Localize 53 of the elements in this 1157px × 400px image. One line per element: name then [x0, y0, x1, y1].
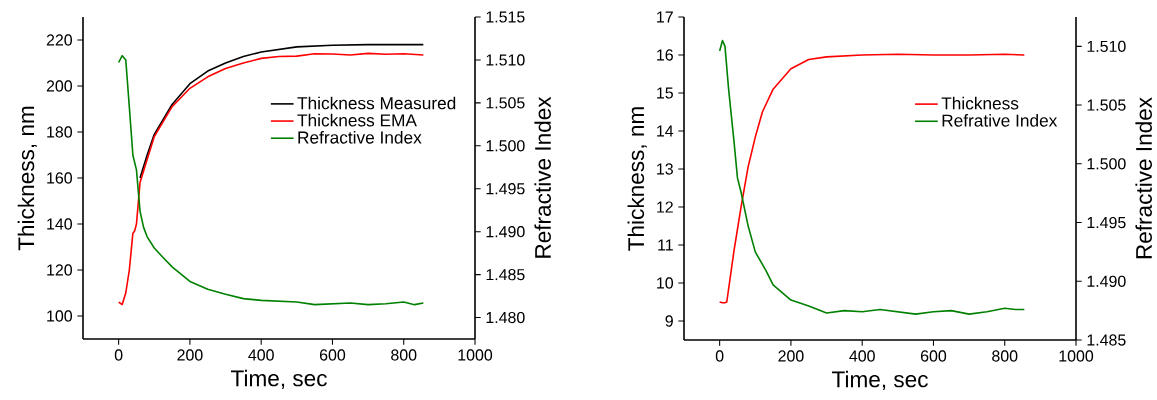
y2-tick-label: 1.500: [1087, 158, 1126, 170]
y2-tick-label: 1.505: [1087, 99, 1126, 111]
y-tick-label: 220: [46, 34, 73, 46]
y-tick-label: 17: [657, 11, 673, 23]
legend-label: Refractive Index: [298, 130, 422, 144]
x-axis-title: Time, sec: [831, 370, 928, 391]
y2-tick-label: 1.490: [486, 226, 525, 238]
y2-tick-label: 1.495: [486, 183, 525, 195]
y-tick-label: 10: [657, 277, 674, 289]
y-axis-title: Thickness, nm: [627, 107, 647, 251]
legend-label: Thickness: [941, 96, 1019, 110]
y-tick-label: 180: [47, 126, 73, 138]
y2-tick-label: 1.500: [486, 140, 525, 152]
y-tick-label: 9: [665, 315, 673, 327]
y-tick-label: 15: [657, 87, 673, 99]
y2-tick-label: 1.510: [1087, 40, 1126, 52]
y2-tick-label: 1.515: [486, 11, 525, 23]
y-tick-label: 12: [657, 201, 673, 213]
x-axis-title: Time, sec: [230, 369, 327, 390]
x-tick-label: 0: [114, 349, 123, 361]
x-tick-label: 400: [849, 350, 875, 362]
y-tick-label: 16: [657, 49, 673, 61]
y-tick-label: 160: [47, 172, 73, 184]
y2-tick-label: 1.505: [486, 97, 525, 109]
y-tick-label: 200: [46, 80, 73, 92]
y2-tick-label: 1.485: [1087, 334, 1126, 346]
y2-axis-title: Refractive Index: [1135, 97, 1152, 259]
x-tick-label: 0: [715, 350, 724, 362]
x-tick-label: 600: [920, 350, 947, 362]
y-tick-label: 120: [47, 264, 73, 276]
x-tick-label: 200: [778, 350, 804, 362]
y2-tick-label: 1.495: [1087, 216, 1126, 229]
legend-label: Thickness EMA: [297, 113, 417, 127]
x-tick-label: 600: [319, 349, 346, 361]
y-tick-label: 14: [657, 125, 674, 137]
y-axis-title: Thickness, nm: [17, 106, 37, 251]
x-tick-label: 1000: [1059, 350, 1094, 362]
x-tick-label: 1000: [458, 349, 493, 361]
x-tick-label: 200: [177, 349, 203, 361]
y2-tick-label: 1.480: [486, 311, 525, 324]
y2-axis-title: Refractive Index: [534, 96, 551, 258]
y-tick-label: 13: [657, 163, 673, 175]
legend-label: Refrative Index: [942, 114, 1058, 127]
x-tick-label: 800: [391, 349, 417, 361]
y-tick-label: 11: [658, 239, 673, 251]
y-tick-label: 140: [47, 218, 73, 230]
x-tick-label: 400: [248, 349, 274, 361]
y2-tick-label: 1.510: [486, 54, 525, 66]
y-tick-label: 100: [47, 310, 73, 322]
y2-tick-label: 1.490: [1087, 275, 1126, 287]
x-tick-label: 800: [992, 350, 1018, 362]
legend-label: Thickness Measured: [297, 96, 456, 110]
y2-tick-label: 1.485: [486, 268, 525, 281]
